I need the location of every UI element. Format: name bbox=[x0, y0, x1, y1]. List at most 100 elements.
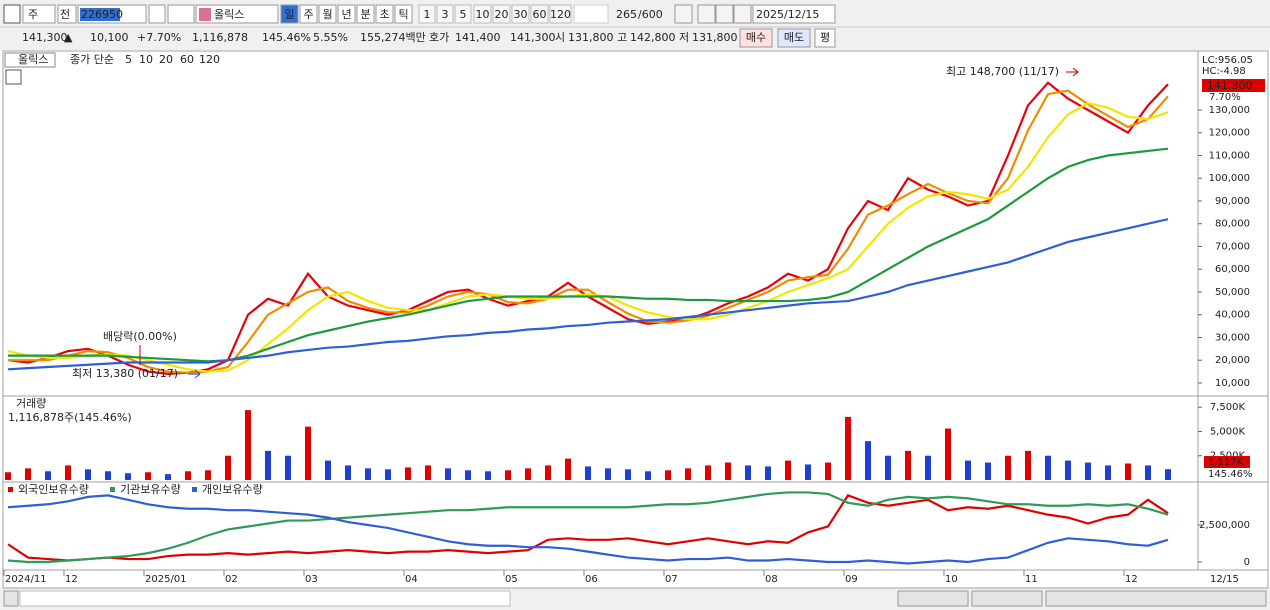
legend-entry: 5 bbox=[125, 53, 132, 66]
quote-volume-ratio: 145.46% bbox=[262, 31, 311, 44]
play-controls[interactable] bbox=[897, 590, 969, 607]
volume-bar bbox=[605, 468, 611, 480]
scroll-thumb[interactable] bbox=[19, 590, 511, 607]
minute-button[interactable] bbox=[436, 4, 454, 24]
minute-button[interactable] bbox=[454, 4, 472, 24]
table-icon[interactable] bbox=[5, 69, 22, 85]
volume-bar bbox=[185, 471, 191, 480]
quote-open: 131,800 bbox=[568, 31, 614, 44]
name-input[interactable] bbox=[195, 4, 279, 24]
series-line bbox=[8, 147, 1169, 363]
volume-bar bbox=[145, 472, 151, 480]
legend-entry: 10 bbox=[139, 53, 153, 66]
chart-subtitle: 종가 단순 bbox=[70, 53, 114, 66]
legend-swatch bbox=[192, 487, 197, 492]
unit-select[interactable] bbox=[573, 4, 609, 24]
volume-bar bbox=[685, 468, 691, 480]
low-arrow bbox=[188, 369, 201, 379]
scroll-left[interactable] bbox=[3, 590, 19, 607]
volume-bar bbox=[485, 471, 491, 480]
dividend-annotation: 배당락(0.00%) bbox=[103, 330, 177, 343]
volume-bar bbox=[465, 470, 471, 480]
interval-button[interactable] bbox=[356, 4, 375, 24]
period-type: 주 bbox=[28, 8, 38, 21]
y-tick-label: 100,000 bbox=[1209, 173, 1250, 184]
volume-bar bbox=[1145, 465, 1151, 480]
y-tick-label: 60,000 bbox=[1215, 264, 1250, 275]
volume-bar bbox=[625, 469, 631, 480]
legend-entry: 20 bbox=[159, 53, 173, 66]
period-select[interactable] bbox=[22, 4, 56, 24]
minute-button[interactable] bbox=[549, 4, 572, 24]
volume-title: 거래량 bbox=[16, 397, 46, 410]
zoom-slider[interactable] bbox=[971, 590, 1043, 607]
sell-button[interactable] bbox=[777, 28, 811, 48]
volume-bar bbox=[665, 470, 671, 480]
interval-button[interactable] bbox=[318, 4, 337, 24]
buy-button[interactable] bbox=[739, 28, 773, 48]
buy-label: 매수 bbox=[746, 31, 766, 44]
interval-button[interactable] bbox=[280, 4, 299, 24]
volume-bar bbox=[385, 469, 391, 480]
minute-button[interactable] bbox=[530, 4, 549, 24]
x-tick-label: 02 bbox=[225, 574, 238, 585]
volume-bar bbox=[1165, 469, 1171, 480]
prev-button[interactable] bbox=[57, 4, 77, 24]
interval-button[interactable] bbox=[375, 4, 394, 24]
tool-icons[interactable] bbox=[1045, 590, 1267, 607]
quote-ask: 141,400 bbox=[455, 31, 501, 44]
volume-bar bbox=[105, 471, 111, 480]
volume-bar bbox=[1125, 463, 1131, 480]
volume-bar bbox=[265, 450, 271, 480]
y-tick-label: 90,000 bbox=[1215, 196, 1250, 207]
avg-button[interactable] bbox=[814, 28, 836, 48]
minute-button[interactable] bbox=[511, 4, 530, 24]
code-highlight bbox=[80, 8, 120, 21]
volume-bar bbox=[805, 464, 811, 480]
volume-bar bbox=[45, 471, 51, 480]
volume-bar bbox=[505, 470, 511, 480]
series-line bbox=[7, 81, 1169, 375]
minute-label: 60 bbox=[533, 8, 547, 21]
y-tick-label: 10,000 bbox=[1215, 378, 1250, 389]
minute-button[interactable] bbox=[492, 4, 511, 24]
volume-bar bbox=[765, 466, 771, 480]
tool-button[interactable] bbox=[715, 4, 734, 24]
legend-swatch bbox=[8, 487, 13, 492]
date: 2025/12/15 bbox=[756, 8, 819, 21]
volume-bar bbox=[165, 474, 171, 480]
minute-label: 120 bbox=[550, 8, 571, 21]
y-tick-label: 0 bbox=[1244, 557, 1250, 568]
tool-button[interactable] bbox=[733, 4, 752, 24]
x-tick-label: 12 bbox=[1125, 574, 1138, 585]
volume-bar bbox=[885, 455, 891, 480]
y-tick-label: 70,000 bbox=[1215, 241, 1250, 252]
tool-button[interactable] bbox=[674, 4, 693, 24]
interval-button[interactable] bbox=[299, 4, 318, 24]
search-button[interactable] bbox=[148, 4, 166, 24]
volume-bar bbox=[1005, 455, 1011, 480]
interval-label: 주 bbox=[303, 8, 313, 21]
quote-low: 131,800 bbox=[692, 31, 738, 44]
minute-button[interactable] bbox=[473, 4, 492, 24]
sound-button[interactable] bbox=[167, 4, 195, 24]
volume-bar bbox=[85, 469, 91, 480]
volume-bar bbox=[865, 441, 871, 480]
tool-button[interactable] bbox=[697, 4, 716, 24]
menu-button[interactable] bbox=[3, 4, 21, 24]
code: 226950 bbox=[81, 8, 123, 21]
volume-bar bbox=[985, 462, 991, 480]
volume-ratio: 145.46% bbox=[1208, 469, 1253, 480]
x-tick-label: 12 bbox=[65, 574, 78, 585]
low-annotation: 최저 13,380 (01/17) bbox=[72, 367, 178, 380]
interval-button[interactable] bbox=[337, 4, 356, 24]
date-input[interactable] bbox=[752, 4, 836, 24]
volume-bar bbox=[1065, 460, 1071, 480]
quote-price: 141,300 bbox=[22, 31, 68, 44]
volume-bar bbox=[585, 466, 591, 480]
y-tick-label: 50,000 bbox=[1215, 287, 1250, 298]
interval-button[interactable] bbox=[394, 4, 413, 24]
volume-current: 1,117K bbox=[1208, 457, 1244, 468]
minute-button[interactable] bbox=[418, 4, 436, 24]
